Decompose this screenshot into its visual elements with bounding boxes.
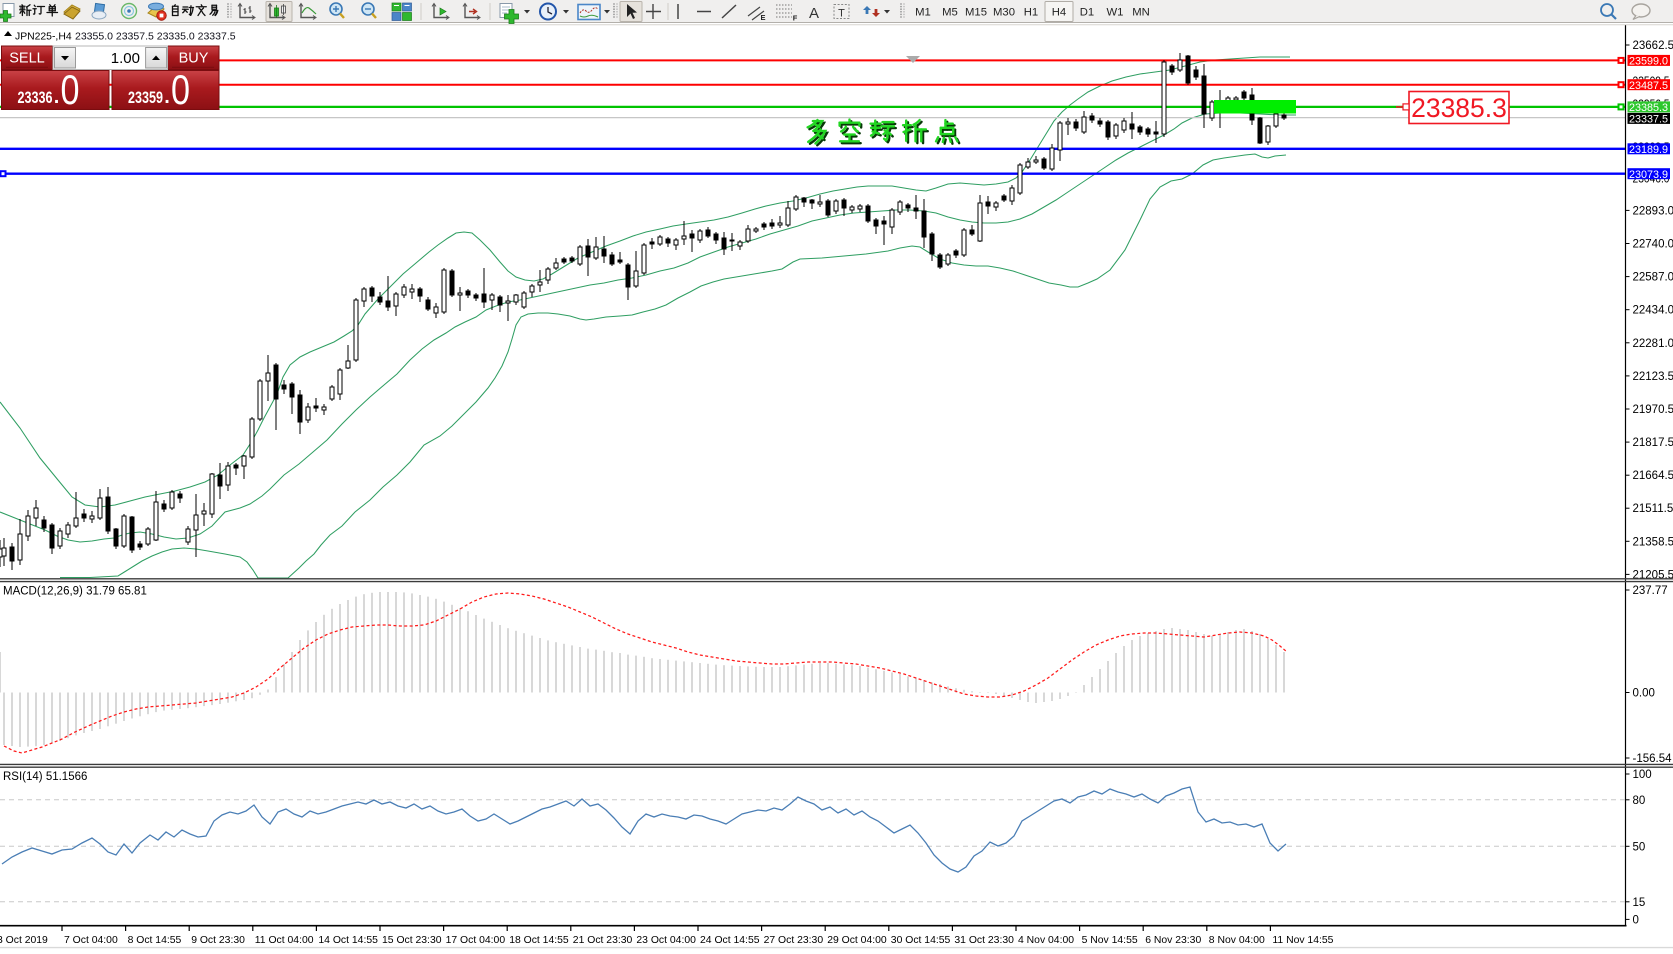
svg-text:H4: H4 [1052,7,1066,19]
svg-text:23359: 23359 [128,89,163,107]
svg-text:23189.9: 23189.9 [1629,144,1668,156]
svg-text:M15: M15 [965,7,987,19]
svg-text:23385.3: 23385.3 [1411,93,1507,123]
svg-text:100: 100 [1633,769,1652,781]
svg-text:15: 15 [1633,897,1646,909]
svg-text:22281.0: 22281.0 [1633,338,1673,350]
svg-text:27 Oct 23:30: 27 Oct 23:30 [764,935,824,946]
svg-text:237.77: 237.77 [1633,585,1668,597]
svg-text:M30: M30 [993,7,1015,19]
svg-text:7 Oct 04:00: 7 Oct 04:00 [64,935,118,946]
svg-text:D1: D1 [1080,7,1094,19]
svg-text:14 Oct 14:55: 14 Oct 14:55 [318,935,378,946]
svg-text:31 Oct 23:30: 31 Oct 23:30 [954,935,1014,946]
svg-text:15 Oct 23:30: 15 Oct 23:30 [382,935,442,946]
svg-text:6 Nov 23:30: 6 Nov 23:30 [1145,935,1201,946]
svg-text:23599.0: 23599.0 [1629,56,1668,68]
svg-text:T: T [838,8,845,20]
svg-text:11 Nov 14:55: 11 Nov 14:55 [1272,935,1333,946]
svg-text:23662.5: 23662.5 [1633,40,1673,52]
svg-text:0.00: 0.00 [1633,688,1655,700]
svg-text:0: 0 [1633,914,1639,926]
svg-text:3 Oct 2019: 3 Oct 2019 [0,935,48,946]
svg-text:23487.5: 23487.5 [1629,80,1668,92]
svg-text:-156.54: -156.54 [1633,753,1673,765]
svg-text:22434.0: 22434.0 [1633,305,1673,317]
svg-text:SELL: SELL [9,51,44,67]
svg-text:21664.5: 21664.5 [1633,470,1673,482]
svg-text:23337.5: 23337.5 [1629,114,1668,126]
svg-text:E: E [760,13,765,22]
svg-text:24 Oct 14:55: 24 Oct 14:55 [700,935,760,946]
svg-text:50: 50 [1633,841,1646,853]
svg-text:21205.5: 21205.5 [1633,569,1673,581]
svg-text:0: 0 [61,66,80,113]
svg-text:MN: MN [1132,7,1150,19]
svg-text:8 Nov 04:00: 8 Nov 04:00 [1209,935,1265,946]
svg-text:22123.5: 22123.5 [1633,371,1673,383]
svg-text:F: F [793,14,798,23]
svg-text:21817.5: 21817.5 [1633,437,1673,449]
svg-text:8 Oct 14:55: 8 Oct 14:55 [128,935,182,946]
svg-text:30 Oct 14:55: 30 Oct 14:55 [891,935,951,946]
svg-text:9 Oct 23:30: 9 Oct 23:30 [191,935,245,946]
svg-text:21 Oct 23:30: 21 Oct 23:30 [573,935,633,946]
svg-text:4 Nov 04:00: 4 Nov 04:00 [1018,935,1074,946]
svg-text:22587.0: 22587.0 [1633,272,1673,284]
svg-text:1.00: 1.00 [111,50,140,67]
svg-text:18 Oct 14:55: 18 Oct 14:55 [509,935,569,946]
svg-text:29 Oct 04:00: 29 Oct 04:00 [827,935,887,946]
svg-text:BUY: BUY [179,51,209,67]
svg-text:23 Oct 04:00: 23 Oct 04:00 [636,935,696,946]
svg-text:11 Oct 04:00: 11 Oct 04:00 [255,935,314,946]
svg-text:23385.3: 23385.3 [1629,102,1668,114]
svg-text:23336: 23336 [18,89,53,107]
svg-text:RSI(14) 51.1566: RSI(14) 51.1566 [3,771,87,783]
svg-text:5 Nov 14:55: 5 Nov 14:55 [1082,935,1138,946]
svg-text:21970.5: 21970.5 [1633,404,1673,416]
svg-text:21511.5: 21511.5 [1633,503,1673,515]
svg-text:22740.0: 22740.0 [1633,239,1673,251]
svg-text:MACD(12,26,9) 31.79 65.81: MACD(12,26,9) 31.79 65.81 [3,586,147,598]
svg-text:.: . [164,86,170,108]
svg-text:21358.5: 21358.5 [1633,536,1673,548]
svg-text:M5: M5 [942,7,958,19]
svg-text:23355.0 23357.5 23335.0 23337.: 23355.0 23357.5 23335.0 23337.5 [75,31,236,43]
svg-text:0: 0 [171,66,190,113]
svg-text:JPN225-,H4: JPN225-,H4 [15,32,72,43]
svg-text:M1: M1 [915,7,931,19]
svg-text:.: . [54,86,60,108]
svg-text:W1: W1 [1107,7,1124,19]
svg-text:A: A [809,5,819,22]
svg-text:80: 80 [1633,795,1646,807]
svg-text:23073.9: 23073.9 [1629,169,1668,181]
svg-text:22893.0: 22893.0 [1633,205,1673,217]
svg-text:17 Oct 04:00: 17 Oct 04:00 [446,935,506,946]
svg-text:H1: H1 [1024,7,1038,19]
